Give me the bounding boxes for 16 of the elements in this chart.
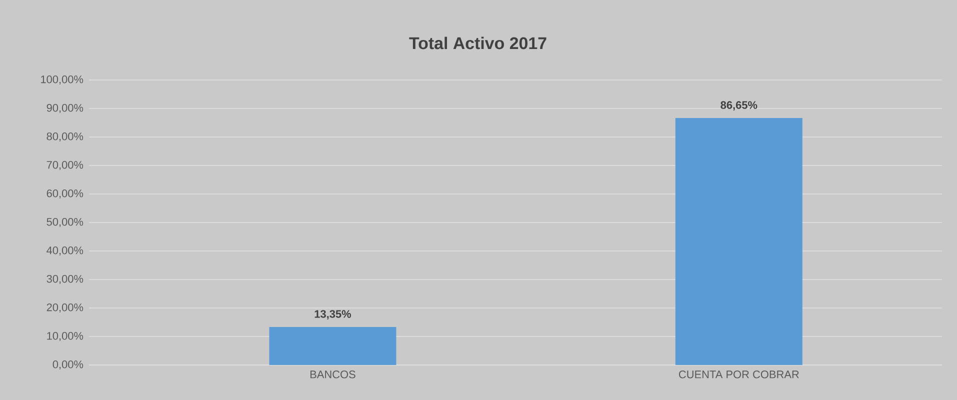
x-tick-label: BANCOS (310, 370, 356, 378)
y-tick-label: 70,00% (46, 160, 84, 170)
y-tick-label: 60,00% (46, 189, 84, 199)
y-tick-label: 100,00% (41, 75, 84, 85)
x-tick-label: CUENTA POR COBRAR (678, 370, 799, 378)
data-label: 13,35% (314, 310, 352, 320)
chart-title: Total Activo 2017 (409, 36, 546, 50)
y-tick-label: 20,00% (46, 303, 84, 313)
y-tick-label: 0,00% (52, 360, 84, 370)
y-tick-label: 90,00% (46, 104, 84, 114)
y-tick-label: 50,00% (46, 218, 84, 228)
y-tick-label: 30,00% (46, 274, 84, 284)
y-tick-label: 80,00% (46, 132, 84, 142)
y-tick-label: 10,00% (47, 332, 84, 342)
data-label: 86,65% (720, 101, 758, 111)
y-tick-label: 40,00% (46, 246, 84, 256)
